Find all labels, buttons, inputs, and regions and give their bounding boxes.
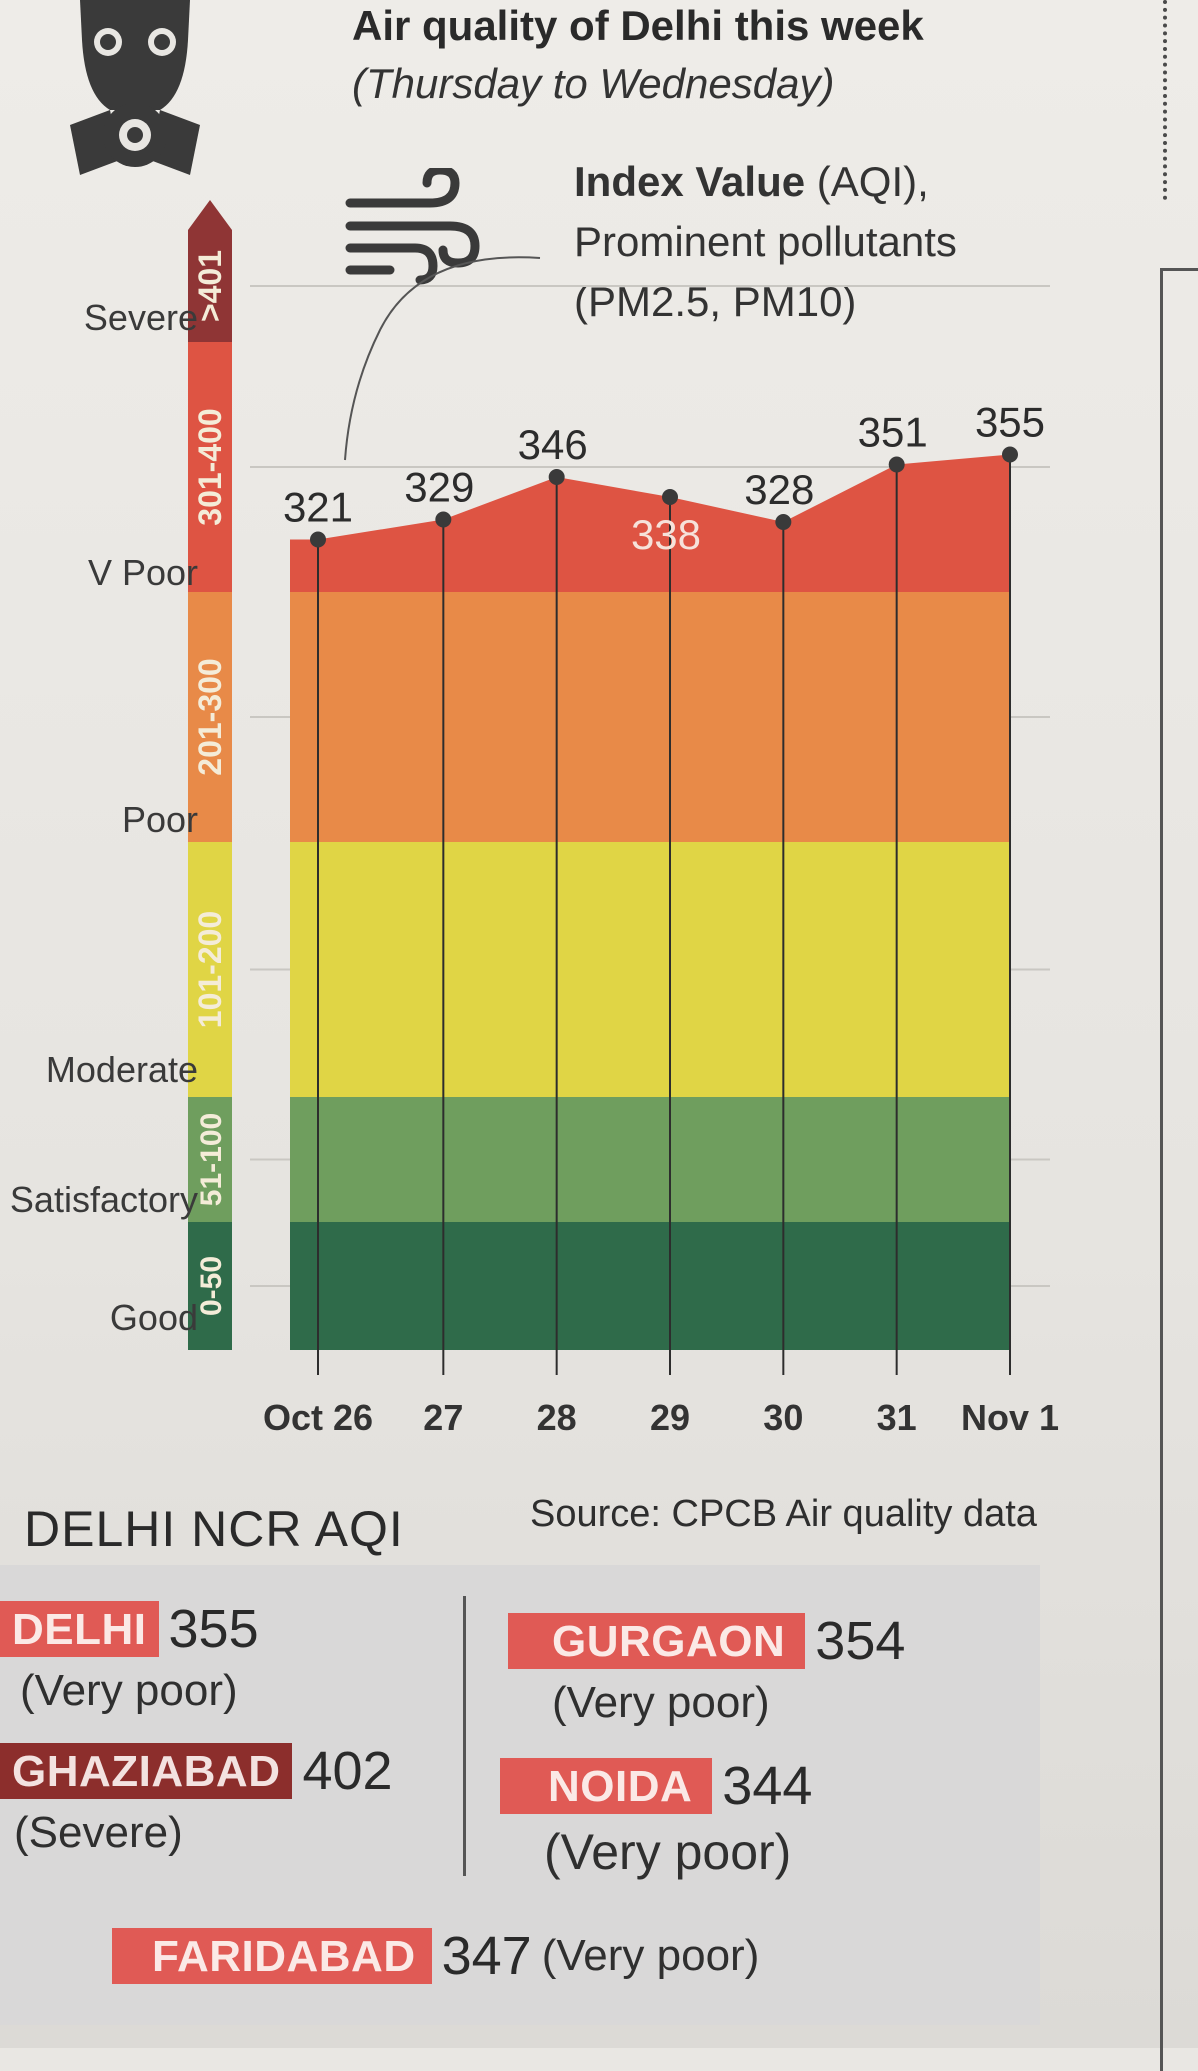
x-tick-label: 30 [763,1397,803,1438]
city-status: (Very poor) [544,1824,792,1880]
x-tick-label: Nov 1 [961,1397,1059,1438]
band-poor [290,592,1010,842]
source-note: Source: CPCB Air quality data [530,1493,1037,1535]
legend-rest: (AQI), [805,158,929,205]
city-name: GHAZIABAD [0,1743,293,1799]
data-point [310,531,326,548]
scale-range-label: 301-400 [192,408,228,525]
column-dotted-rule [1163,0,1167,200]
scale-segment [188,592,232,842]
band-label: Satisfactory [10,1179,198,1220]
city-name: GURGAON [508,1613,806,1669]
value-label: 328 [744,466,814,513]
city-aqi: 354 [815,1611,906,1671]
data-point [888,456,905,473]
scale-segment [188,1222,232,1350]
city-name: FARIDABAD [112,1928,432,1984]
value-label: 338 [631,511,701,558]
scale-range-label: 201-300 [192,658,228,775]
city-noida: NOIDA 344 (Very poor) [500,1755,812,1881]
value-label: 355 [975,399,1045,446]
area-very-poor [290,454,1010,592]
scale-arrow [188,200,232,230]
value-label: 329 [404,464,474,511]
scale-range-label: >401 [192,250,228,322]
ncr-title: DELHI NCR AQI [24,1501,404,1557]
band-label: Poor [122,799,198,840]
city-delhi: DELHI 355 (Very poor) [0,1598,259,1716]
city-faridabad: FARIDABAD 347 (Very poor) [112,1925,759,1987]
city-aqi: 355 [168,1599,259,1659]
scale-segment [188,842,232,1097]
x-tick-label: 31 [877,1397,917,1438]
band-label: V Poor [88,552,198,593]
city-gurgaon: GURGAON 354 (Very poor) [508,1610,905,1728]
city-name: NOIDA [500,1758,713,1814]
city-status: (Very poor) [20,1666,238,1715]
city-aqi: 347 [441,1926,532,1986]
data-point [548,469,565,485]
data-point [1002,446,1018,463]
scale-range-label: 51-100 [195,1113,228,1206]
band-satisfactory [290,1097,1010,1222]
legend-line2: Prominent pollutants [574,218,957,265]
city-aqi: 344 [722,1756,813,1816]
scale-segment [188,230,232,342]
value-label: 351 [858,409,928,456]
city-ghaziabad: GHAZIABAD 402 (Severe) [0,1740,393,1858]
leader-line [344,256,541,461]
ncr-divider [463,1596,466,1876]
x-tick-label: Oct 26 [263,1397,373,1438]
x-tick-label: 28 [537,1397,577,1438]
gas-mask-icon [70,0,200,175]
city-status: (Very poor) [541,1931,760,1980]
aqi-chart: 0-50 51-100 101-200 201-300 301-400 >401Sever… [10,200,1059,1438]
chart-title: Air quality of Delhi this week [352,2,924,49]
data-point [435,511,452,528]
adjacent-column-border [1160,268,1198,2071]
city-status: (Severe) [14,1808,183,1857]
legend-bold: Index Value [574,158,806,205]
value-label: 321 [283,484,353,531]
data-point [662,489,678,505]
band-good [290,1222,1010,1350]
data-point [775,514,792,530]
scale-segment [188,342,232,592]
band-label: Severe [84,297,198,338]
band-label: Good [110,1297,198,1338]
chart-subtitle: (Thursday to Wednesday) [352,60,835,107]
scale-segment [188,1097,232,1222]
x-tick-label: 27 [423,1397,463,1438]
band-moderate [290,842,1010,1097]
city-aqi: 402 [302,1741,393,1801]
band-label: Moderate [46,1049,198,1090]
city-status: (Very poor) [552,1678,770,1727]
city-name: DELHI [0,1601,159,1657]
scale-range-label: 0-50 [195,1256,228,1316]
x-tick-label: 29 [650,1397,690,1438]
value-label: 346 [518,421,588,468]
scale-range-label: 101-200 [192,911,228,1028]
